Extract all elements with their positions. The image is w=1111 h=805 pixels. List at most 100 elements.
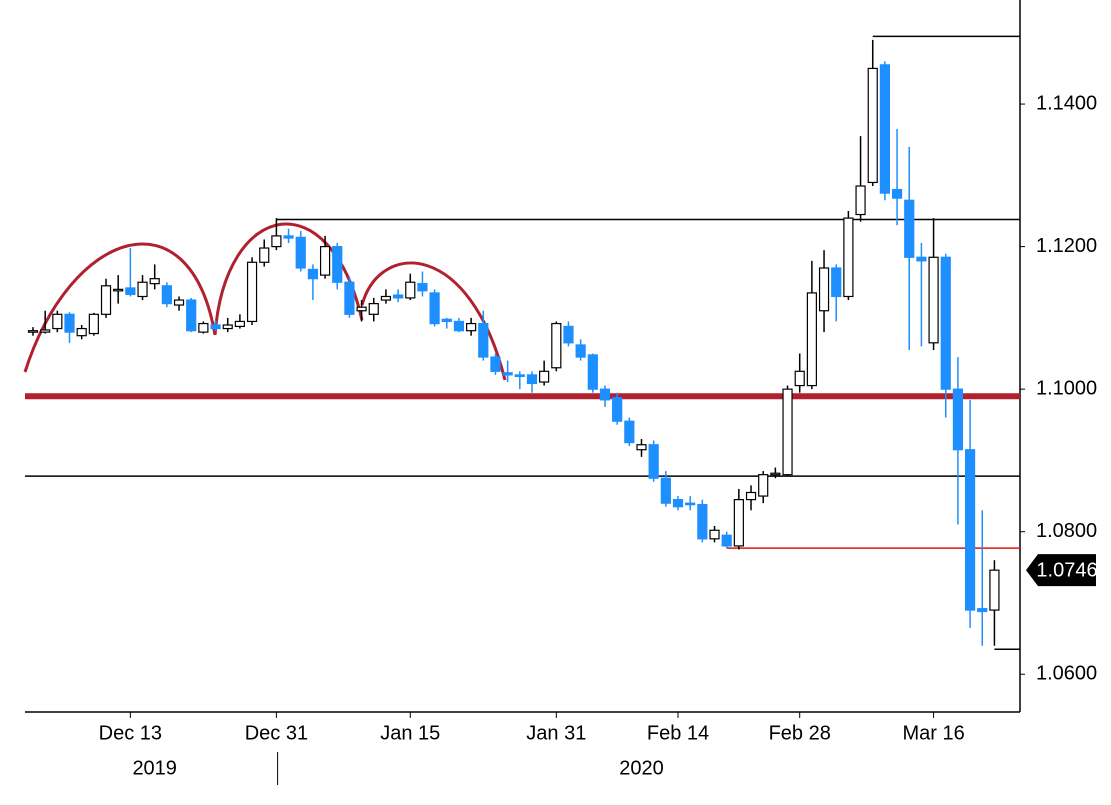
left-shoulder xyxy=(23,242,217,373)
last-price-label: 1.0746 xyxy=(1036,559,1097,581)
candle-body xyxy=(198,322,209,333)
candle-body xyxy=(283,235,294,239)
candle-body xyxy=(234,320,245,328)
candle-body xyxy=(818,267,830,312)
candle-body xyxy=(344,281,355,315)
candle-body xyxy=(879,64,891,194)
candle-body xyxy=(161,285,172,305)
candle-body xyxy=(356,306,367,312)
candle-body xyxy=(891,188,903,199)
candle-body xyxy=(660,477,671,504)
candle-body xyxy=(685,502,696,506)
candle-body xyxy=(210,324,221,330)
x-tick-label: Dec 13 xyxy=(99,722,162,744)
x-tick-label: Jan 31 xyxy=(526,722,586,744)
y-tick-label: 1.0600 xyxy=(1036,663,1097,685)
candle-body xyxy=(551,322,562,369)
candle-body xyxy=(940,256,951,390)
candle-body xyxy=(149,278,160,285)
candle-body xyxy=(490,356,501,372)
candle-body xyxy=(453,320,465,332)
candle-body xyxy=(916,256,927,262)
candle-body xyxy=(137,281,148,298)
candle-body xyxy=(52,313,63,330)
candle-body xyxy=(672,499,684,508)
candle-body xyxy=(100,285,112,315)
candle-body xyxy=(782,388,793,476)
candle-body xyxy=(76,327,87,337)
right-shoulder xyxy=(360,261,507,381)
candle-body xyxy=(733,499,744,547)
candle-body xyxy=(709,529,720,540)
candle-body xyxy=(295,236,306,269)
candle-body xyxy=(904,199,915,258)
x-tick-label: Feb 28 xyxy=(769,722,831,744)
y-tick-label: 1.1000 xyxy=(1036,377,1097,399)
candle-body xyxy=(222,324,233,330)
candle-body xyxy=(697,504,708,540)
candle-body xyxy=(624,420,635,444)
candle-body xyxy=(393,294,404,299)
candle-body xyxy=(989,569,1000,611)
candle-body xyxy=(964,449,976,611)
candle-body xyxy=(758,474,769,497)
year-label: 2020 xyxy=(619,757,664,779)
candle-body xyxy=(806,292,817,387)
candle-body xyxy=(441,318,452,323)
candle-body xyxy=(514,374,525,377)
candle-body xyxy=(526,374,538,385)
candle-body xyxy=(307,268,319,280)
x-tick-label: Mar 16 xyxy=(902,722,964,744)
candle-body xyxy=(502,372,513,376)
candle-body xyxy=(563,325,574,344)
candle-body xyxy=(466,322,477,332)
candle-body xyxy=(64,313,75,333)
year-label: 2019 xyxy=(132,757,177,779)
y-tick-label: 1.1400 xyxy=(1036,92,1097,114)
candle-body xyxy=(478,322,489,358)
candle-body xyxy=(27,330,39,333)
candle-body xyxy=(599,388,611,401)
candle-body xyxy=(952,388,964,451)
y-tick-label: 1.1200 xyxy=(1036,235,1097,257)
candle-body xyxy=(173,299,185,306)
candle-body xyxy=(745,491,757,501)
candle-body xyxy=(928,256,939,344)
candle-body xyxy=(794,370,805,387)
candle-body xyxy=(612,397,623,422)
candle-body xyxy=(271,235,282,248)
candle-body xyxy=(721,534,732,547)
candle-body xyxy=(770,472,781,476)
candle-body xyxy=(429,292,440,325)
candle-body xyxy=(831,267,842,298)
candle-body xyxy=(855,185,866,216)
candle-body xyxy=(575,344,586,358)
y-tick-label: 1.0800 xyxy=(1036,520,1097,542)
candle-body xyxy=(259,247,270,263)
candle-body xyxy=(648,444,659,479)
candle-body xyxy=(40,329,51,333)
candle-body xyxy=(246,261,258,323)
x-tick-label: Jan 15 xyxy=(380,722,440,744)
candle-body xyxy=(125,287,136,295)
candle-body xyxy=(186,299,197,332)
x-tick-label: Feb 14 xyxy=(647,722,709,744)
candle-body xyxy=(332,245,343,283)
head xyxy=(213,222,364,336)
last-price-box xyxy=(1026,554,1096,587)
candle-body xyxy=(368,303,379,315)
candle-body xyxy=(380,295,392,301)
pattern-arcs xyxy=(23,222,507,381)
candle-body xyxy=(113,288,124,292)
candle-body xyxy=(539,370,550,383)
candle-body xyxy=(587,354,598,390)
candle-body xyxy=(319,245,331,276)
candle-body xyxy=(636,444,647,451)
candle-body xyxy=(417,283,428,292)
candle-body xyxy=(977,608,988,613)
candle-body xyxy=(867,67,878,184)
candle-body xyxy=(843,217,854,298)
candle-body xyxy=(405,281,416,299)
